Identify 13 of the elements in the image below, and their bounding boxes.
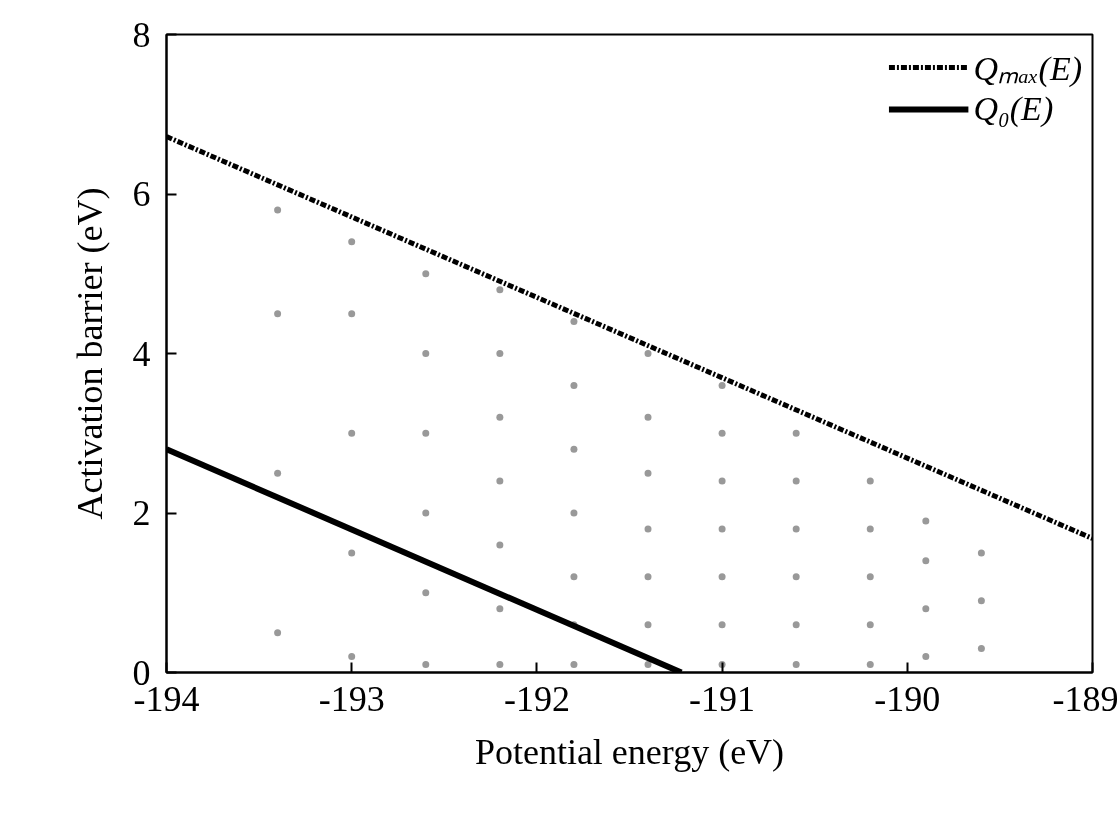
y-axis-title: Activation barrier (eV) bbox=[69, 187, 110, 520]
y-tick-label: 8 bbox=[132, 14, 151, 55]
y-tick-label: 6 bbox=[132, 174, 151, 214]
x-tick-label: -191 bbox=[689, 678, 756, 719]
legend-label: Q₀(E) bbox=[973, 90, 1054, 128]
x-axis-title: Potential energy (eV) bbox=[474, 731, 785, 772]
x-tick-label: -189 bbox=[1052, 678, 1118, 719]
x-tick-label: -193 bbox=[318, 678, 385, 719]
legend-label: Qₘₐₓ(E) bbox=[973, 49, 1082, 89]
x-tick-label: -190 bbox=[874, 678, 941, 719]
x-tick-label: -192 bbox=[503, 678, 570, 719]
y-tick-label: 2 bbox=[132, 493, 151, 533]
y-tick-label: 4 bbox=[132, 333, 151, 374]
